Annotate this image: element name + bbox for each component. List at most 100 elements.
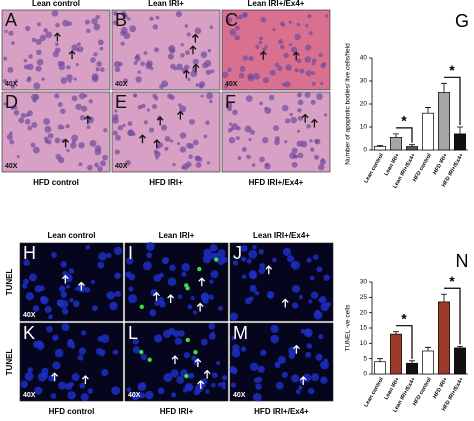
arrow <box>171 355 179 365</box>
nucleus <box>229 29 237 36</box>
nucleus <box>134 56 141 62</box>
nucleus <box>320 82 324 86</box>
y-tick-label: 30 <box>360 78 368 85</box>
nucleus <box>277 66 283 72</box>
nucleus <box>198 83 204 89</box>
significance-bracket <box>444 76 461 125</box>
nucleus <box>282 247 292 256</box>
column-title: HFD IRI+ <box>149 178 183 187</box>
nucleus <box>36 22 41 27</box>
nucleus <box>248 55 254 62</box>
nucleus <box>41 77 45 81</box>
nucleus <box>61 323 70 332</box>
nucleus <box>52 361 61 370</box>
arrow <box>196 302 204 312</box>
nucleus <box>143 120 149 125</box>
arrow <box>292 344 300 354</box>
nucleus <box>75 103 82 111</box>
nucleus <box>285 64 292 71</box>
nucleus <box>175 11 183 18</box>
nucleus <box>314 138 321 145</box>
bar <box>438 301 450 375</box>
nucleus <box>306 257 312 263</box>
nucleus <box>213 252 220 259</box>
nucleus <box>299 68 305 74</box>
nucleus <box>44 125 52 133</box>
nucleus <box>181 262 190 272</box>
nucleus <box>20 112 26 119</box>
nucleus <box>66 148 70 153</box>
nucleus <box>206 92 214 100</box>
nucleus <box>4 29 8 34</box>
error-bar <box>441 293 447 302</box>
bar <box>438 92 450 151</box>
nucleus <box>66 65 71 70</box>
nucleus <box>229 312 239 321</box>
nucleus <box>146 108 150 112</box>
nucleus <box>154 96 159 101</box>
nucleus <box>298 385 303 390</box>
nucleus <box>170 369 179 378</box>
nucleus <box>71 373 80 382</box>
nucleus <box>80 393 89 402</box>
nucleus <box>35 38 42 46</box>
nucleus <box>54 93 60 99</box>
nucleus <box>98 252 107 261</box>
nucleus <box>308 31 313 36</box>
nucleus <box>249 284 257 293</box>
nucleus <box>70 142 77 149</box>
arrow <box>167 294 175 304</box>
nucleus <box>240 346 247 352</box>
nucleus <box>51 9 59 17</box>
arrow <box>51 372 59 382</box>
nucleus <box>200 94 204 98</box>
nucleus <box>66 284 71 289</box>
nucleus <box>310 147 315 152</box>
nucleus <box>29 273 37 282</box>
nucleus <box>226 105 233 112</box>
column-title: Lean control <box>32 0 80 8</box>
y-tick-label: 0 <box>363 371 367 378</box>
error-bar <box>441 82 447 93</box>
y-axis-label: TUNEL -ve cells <box>345 304 352 351</box>
nucleus <box>319 158 326 165</box>
nucleus <box>33 146 40 154</box>
nucleus <box>172 162 176 167</box>
nucleus <box>101 368 109 377</box>
nucleus <box>106 291 115 300</box>
nucleus <box>311 81 316 86</box>
column-title: HFD IRI+ <box>160 407 194 416</box>
nucleus <box>120 26 128 34</box>
tunel-spot <box>193 349 198 355</box>
nucleus <box>157 142 164 148</box>
nucleus <box>277 355 286 364</box>
nucleus <box>33 82 41 90</box>
nucleus <box>305 70 312 77</box>
nucleus <box>226 17 233 23</box>
nucleus <box>27 110 33 117</box>
nucleus <box>315 353 323 361</box>
nucleus <box>255 383 262 390</box>
arrow <box>84 115 92 125</box>
nucleus <box>291 161 298 168</box>
bar <box>374 361 386 375</box>
nucleus <box>306 343 313 349</box>
nucleus <box>238 14 244 20</box>
nucleus <box>264 45 268 49</box>
nucleus <box>232 260 239 266</box>
nucleus <box>284 140 288 144</box>
nucleus <box>25 292 34 301</box>
nucleus <box>163 257 170 264</box>
nucleus <box>202 62 209 69</box>
nucleus <box>262 77 270 84</box>
nucleus <box>266 291 275 299</box>
nucleus <box>289 112 293 117</box>
error-bar <box>409 144 415 147</box>
nucleus <box>221 71 229 79</box>
panel-letter: I <box>128 243 133 263</box>
nucleus <box>195 161 202 168</box>
x-tick-label: Lean control <box>363 152 385 184</box>
nucleus <box>195 383 204 393</box>
nucleus <box>308 388 315 395</box>
nucleus <box>188 372 195 379</box>
